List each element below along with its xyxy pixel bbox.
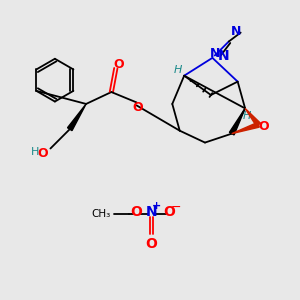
Text: O: O	[38, 147, 48, 161]
Text: N: N	[218, 50, 230, 63]
Text: H: H	[242, 111, 251, 121]
Polygon shape	[68, 104, 86, 130]
Text: O: O	[131, 206, 142, 219]
Text: O: O	[164, 206, 175, 219]
Text: +: +	[152, 201, 161, 211]
Text: CH₃: CH₃	[92, 209, 111, 219]
Text: H: H	[31, 147, 39, 157]
Text: O: O	[113, 58, 124, 71]
Text: O: O	[132, 101, 142, 114]
Text: H: H	[173, 65, 182, 75]
Polygon shape	[230, 108, 245, 135]
Text: −: −	[171, 201, 181, 214]
Text: N: N	[146, 206, 157, 219]
Text: N: N	[231, 25, 242, 38]
Text: O: O	[259, 120, 269, 133]
Polygon shape	[232, 122, 259, 134]
Text: O: O	[146, 237, 158, 250]
Polygon shape	[245, 108, 260, 126]
Text: N: N	[210, 47, 220, 60]
